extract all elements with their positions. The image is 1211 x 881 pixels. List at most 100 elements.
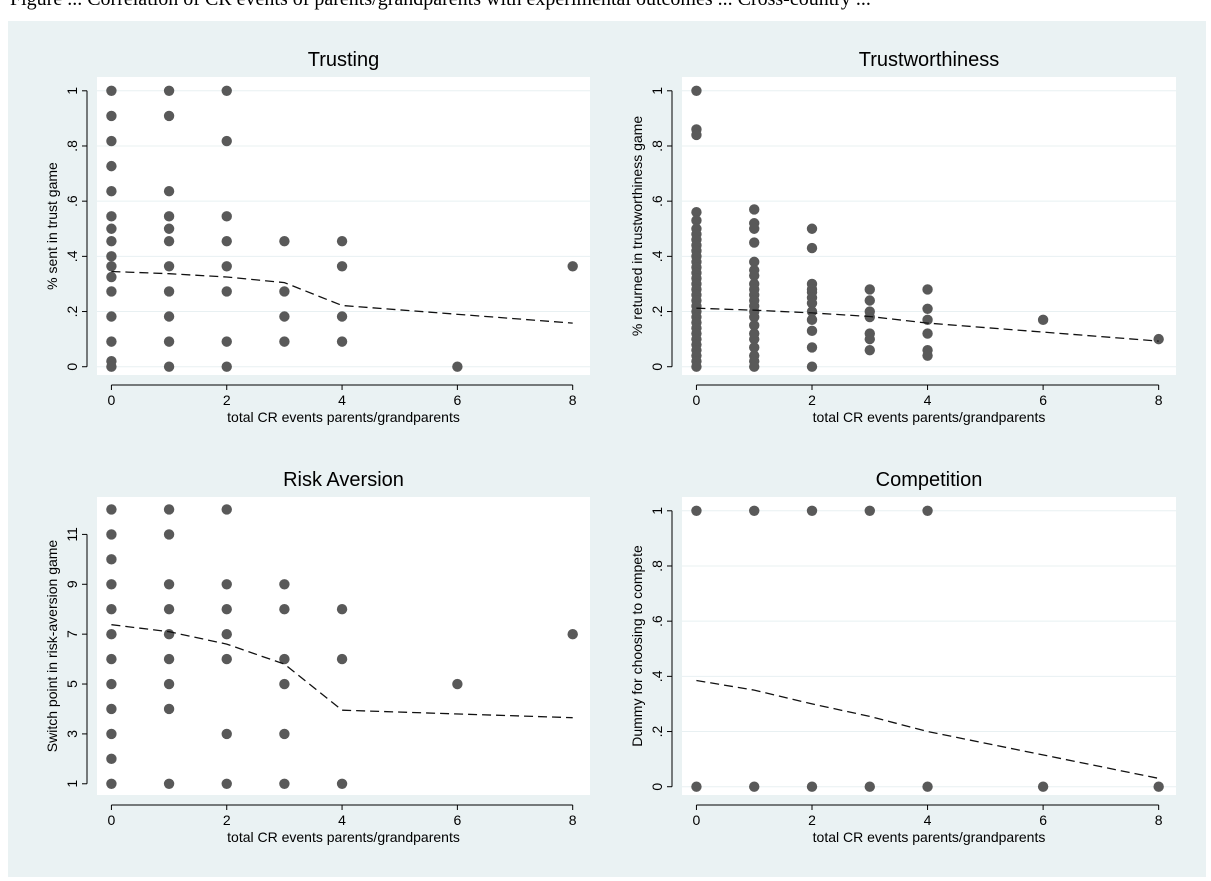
data-point (864, 295, 875, 306)
panel-title: Trustworthiness (859, 49, 999, 71)
data-point (806, 242, 818, 254)
y-tick-label: 1 (649, 507, 665, 515)
data-point (749, 361, 760, 372)
data-point (691, 85, 702, 96)
data-point (452, 361, 463, 372)
plot-area (682, 497, 1176, 795)
panel-1: 0 .2 .4 .6 .8 1 0 2 4 6 8 Trusting total CR events p… (44, 49, 590, 425)
data-point (806, 306, 818, 317)
data-point (221, 604, 232, 615)
panel-title: Trusting (308, 49, 380, 71)
data-point (163, 653, 175, 665)
data-point (221, 235, 232, 247)
data-point (806, 325, 818, 337)
data-point (749, 223, 760, 234)
y-tick-label: .4 (64, 250, 80, 262)
data-point (336, 604, 348, 615)
data-point (163, 311, 175, 322)
x-tick-label: 8 (569, 812, 577, 828)
data-point (221, 336, 232, 347)
data-point (567, 261, 578, 272)
y-tick-label: 11 (64, 527, 80, 542)
data-point (864, 505, 875, 516)
data-point (806, 361, 818, 372)
data-point (749, 320, 760, 331)
data-point (163, 604, 175, 615)
x-tick-label: 2 (223, 812, 231, 828)
y-tick-label: .4 (649, 250, 665, 262)
x-tick-label: 6 (453, 392, 461, 408)
data-point (336, 653, 348, 665)
data-point (749, 333, 760, 345)
data-point (922, 505, 933, 516)
y-axis-title: Dummy for choosing to compete (629, 545, 645, 747)
data-point (106, 678, 117, 690)
data-point (749, 204, 760, 215)
data-point (221, 728, 232, 740)
figure-caption-text: Figure ... Correlation of CR events of p… (10, 0, 871, 11)
data-point (864, 333, 875, 345)
data-point (163, 110, 175, 122)
y-tick-label: 0 (649, 363, 665, 371)
data-point (163, 628, 175, 640)
data-point (806, 314, 818, 326)
y-tick-label: 1 (64, 87, 80, 95)
y-tick-label: 9 (64, 580, 80, 588)
x-tick-label: 0 (108, 812, 116, 828)
data-point (336, 235, 348, 247)
data-point (1037, 314, 1049, 326)
data-point (163, 678, 175, 690)
x-tick-label: 8 (1155, 812, 1163, 828)
data-point (221, 653, 232, 665)
data-point (106, 160, 117, 172)
data-point (106, 628, 117, 640)
data-point (749, 237, 760, 248)
data-point (221, 261, 232, 272)
data-point (221, 135, 232, 147)
panel-title: Risk Aversion (283, 469, 404, 491)
data-point (749, 311, 760, 323)
y-tick-label: .2 (649, 305, 665, 317)
data-point (106, 753, 117, 765)
data-point (106, 223, 117, 234)
data-point (106, 135, 117, 147)
data-point (106, 361, 117, 372)
plot-area (682, 77, 1176, 375)
data-point (749, 270, 760, 281)
data-point (163, 186, 175, 197)
panel-3: 1 3 5 7 9 11 0 2 4 6 8 Risk Aversion total CR events… (44, 469, 590, 845)
data-point (922, 303, 933, 314)
data-point (922, 350, 933, 361)
y-tick-label: .6 (64, 195, 80, 207)
x-axis-title: total CR events parents/grandparents (813, 409, 1046, 425)
x-tick-label: 2 (223, 392, 231, 408)
x-tick-label: 6 (1039, 392, 1047, 408)
data-point (279, 286, 290, 297)
data-point (163, 361, 175, 372)
data-point (106, 261, 117, 272)
data-point (691, 129, 702, 141)
data-point (221, 628, 232, 640)
x-tick-label: 8 (1155, 392, 1163, 408)
y-tick-label: 0 (64, 363, 80, 371)
data-point (106, 110, 117, 122)
data-point (691, 781, 702, 792)
data-point (749, 342, 760, 353)
data-point (691, 361, 702, 372)
data-point (163, 504, 175, 515)
data-point (864, 344, 875, 356)
data-point (1153, 781, 1164, 792)
data-point (279, 235, 290, 247)
data-point (106, 529, 117, 540)
data-point (163, 85, 175, 96)
data-point (106, 653, 117, 665)
fit-line (111, 270, 573, 324)
data-point (336, 336, 348, 347)
data-point (279, 678, 290, 690)
data-point (163, 579, 175, 590)
y-tick-label: 1 (649, 87, 665, 95)
data-point (1153, 333, 1164, 345)
x-tick-label: 0 (108, 392, 116, 408)
y-tick-label: 7 (64, 630, 80, 638)
data-point (806, 342, 818, 353)
